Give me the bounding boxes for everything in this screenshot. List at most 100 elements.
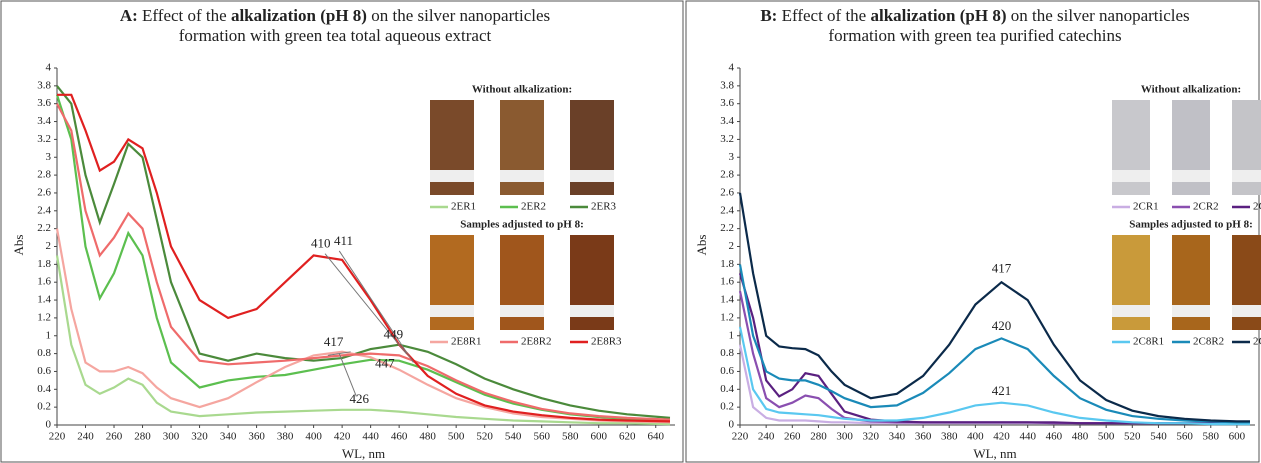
- x-tick-label: 440: [362, 431, 379, 443]
- x-tick-label: 520: [476, 431, 493, 443]
- y-tick-label: 0.8: [37, 347, 51, 359]
- x-tick-label: 560: [1176, 431, 1193, 443]
- x-tick-label: 600: [590, 431, 607, 443]
- y-tick-label: 0.2: [37, 401, 51, 413]
- y-axis-label: Abs: [694, 235, 709, 256]
- title-segment: alkalization (pH 8): [870, 6, 1006, 25]
- x-tick-label: 420: [993, 431, 1010, 443]
- chart-title: formation with green tea total aqueous e…: [179, 26, 492, 45]
- x-tick-label: 240: [758, 431, 775, 443]
- legend-label: 2E8R3: [591, 336, 622, 348]
- y-tick-label: 2.8: [37, 169, 51, 181]
- photo-label-strip: [1172, 305, 1210, 317]
- y-tick-label: 3.4: [720, 115, 734, 127]
- y-tick-label: 3.8: [720, 79, 734, 91]
- peak-label: 447: [375, 355, 395, 370]
- legend-label: 2E8R1: [451, 336, 482, 348]
- y-tick-label: 0.2: [720, 401, 734, 413]
- x-tick-label: 380: [277, 431, 294, 443]
- data-line: [738, 264, 1250, 424]
- title-segment: alkalization (pH 8): [231, 6, 367, 25]
- y-tick-label: 1: [729, 329, 735, 341]
- peak-label: 420: [992, 318, 1012, 333]
- y-tick-label: 2.8: [720, 169, 734, 181]
- peak-label: 411: [334, 233, 353, 248]
- photo-label-strip: [1232, 170, 1261, 182]
- legend-label: 2ER3: [591, 201, 617, 213]
- y-tick-label: 0: [729, 419, 735, 431]
- legend-label: 2ER1: [451, 201, 476, 213]
- title-segment: A:: [120, 6, 138, 25]
- y-tick-label: 3.2: [720, 133, 734, 145]
- x-tick-label: 560: [533, 431, 550, 443]
- x-tick-label: 580: [1203, 431, 1220, 443]
- panel-border: [685, 0, 1260, 463]
- y-tick-label: 1.6: [720, 276, 734, 288]
- peak-label: 421: [992, 383, 1012, 398]
- photo-label-strip: [500, 170, 544, 182]
- x-tick-label: 460: [391, 431, 408, 443]
- photo-label-strip: [1112, 170, 1150, 182]
- legend-label: 2CR2: [1193, 201, 1219, 213]
- y-tick-label: 0.4: [37, 383, 51, 395]
- x-tick-label: 360: [248, 431, 265, 443]
- peak-label: 417: [992, 261, 1012, 276]
- x-tick-label: 400: [967, 431, 984, 443]
- legend-label: 2CR1: [1133, 201, 1159, 213]
- x-axis-label: WL, nm: [973, 446, 1016, 461]
- photo-label-strip: [1232, 305, 1261, 317]
- inset-title: Samples adjusted to pH 8:: [460, 219, 583, 231]
- legend-label: 2ER2: [521, 201, 546, 213]
- y-tick-label: 0.4: [720, 383, 734, 395]
- y-tick-label: 2: [729, 240, 735, 252]
- y-tick-label: 2.6: [720, 186, 734, 198]
- annotation-arrow: [324, 253, 407, 354]
- x-tick-label: 480: [1072, 431, 1089, 443]
- x-tick-label: 340: [889, 431, 906, 443]
- photo-label-strip: [1172, 170, 1210, 182]
- photo-label-strip: [430, 170, 474, 182]
- peak-label: 426: [349, 391, 369, 406]
- panel-border: [0, 0, 684, 463]
- legend-label: 2C8R1: [1133, 336, 1164, 348]
- x-tick-label: 220: [732, 431, 749, 443]
- x-tick-label: 360: [915, 431, 932, 443]
- y-tick-label: 2: [46, 240, 52, 252]
- x-tick-label: 320: [191, 431, 208, 443]
- y-tick-label: 2.6: [37, 186, 51, 198]
- x-tick-label: 540: [1150, 431, 1167, 443]
- data-line: [55, 255, 671, 426]
- x-tick-label: 580: [562, 431, 579, 443]
- x-tick-label: 220: [49, 431, 66, 443]
- photo-label-strip: [430, 305, 474, 317]
- y-tick-label: 1.2: [37, 311, 51, 323]
- photo-label-strip: [570, 170, 614, 182]
- photo-label-strip: [570, 305, 614, 317]
- x-tick-label: 320: [863, 431, 880, 443]
- legend-label: 2CR3: [1253, 201, 1261, 213]
- y-tick-label: 3.2: [37, 133, 51, 145]
- x-tick-label: 280: [134, 431, 151, 443]
- y-tick-label: 1.2: [720, 311, 734, 323]
- y-tick-label: 1.4: [37, 294, 51, 306]
- x-tick-label: 240: [77, 431, 94, 443]
- y-tick-label: 4: [729, 62, 735, 74]
- legend-label: 2C8R2: [1193, 336, 1224, 348]
- annotation-arrow: [338, 353, 357, 397]
- x-tick-label: 400: [305, 431, 322, 443]
- title-segment: Effect of the: [777, 6, 870, 25]
- title-segment: on the silver nanoparticles: [1007, 6, 1190, 25]
- y-tick-label: 2.4: [720, 204, 734, 216]
- x-tick-label: 300: [836, 431, 853, 443]
- y-axis-label: Abs: [11, 235, 26, 256]
- chart-title: A: Effect of the alkalization (pH 8) on …: [120, 6, 550, 25]
- inset-title: Without alkalization:: [1141, 84, 1241, 96]
- inset-title: Samples adjusted to pH 8:: [1129, 219, 1252, 231]
- x-tick-label: 440: [1019, 431, 1036, 443]
- x-tick-label: 380: [941, 431, 958, 443]
- legend-label: 2E8R2: [521, 336, 552, 348]
- x-tick-label: 420: [334, 431, 351, 443]
- y-tick-label: 2.4: [37, 204, 51, 216]
- y-tick-label: 3.6: [37, 97, 51, 109]
- chart-title: B: Effect of the alkalization (pH 8) on …: [760, 6, 1189, 25]
